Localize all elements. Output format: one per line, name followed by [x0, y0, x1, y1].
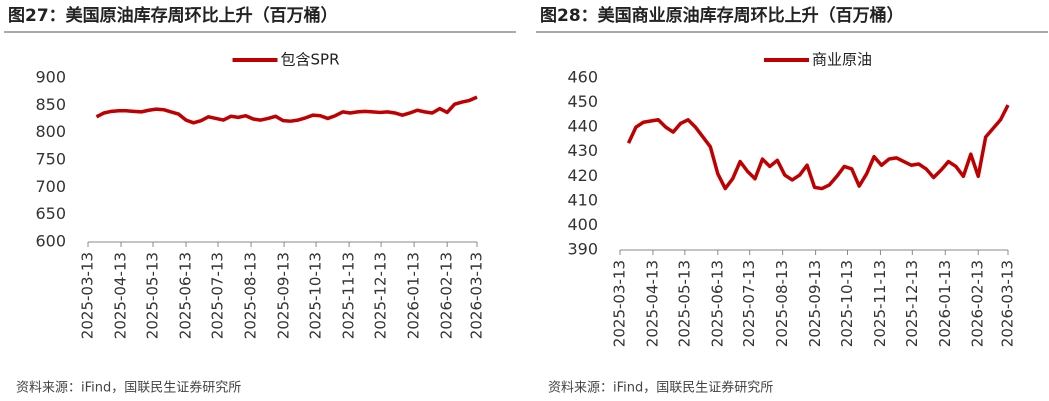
- x-tick-label: 2025-07-13: [740, 260, 758, 347]
- x-tick-label: 2026-03-13: [999, 260, 1017, 347]
- x-tick-label: 2025-04-13: [112, 252, 130, 339]
- x-tick-label: 2025-06-13: [708, 260, 726, 347]
- x-tick-label: 2025-07-13: [209, 252, 227, 339]
- x-tick-label: 2026-02-13: [969, 260, 987, 347]
- x-tick-label: 2025-06-13: [177, 252, 195, 339]
- x-tick-label: 2025-05-13: [675, 260, 693, 347]
- y-tick-label: 800: [35, 122, 66, 141]
- y-tick-label: 850: [35, 95, 66, 114]
- x-tick-label: 2025-03-13: [611, 260, 629, 347]
- x-tick-label: 2025-09-13: [806, 260, 824, 347]
- x-tick-label: 2025-05-13: [144, 252, 162, 339]
- y-tick-label: 700: [35, 177, 66, 196]
- y-tick-label: 650: [35, 204, 66, 223]
- source-note: 资料来源：iFind，国联民生证券研究所: [16, 380, 241, 396]
- x-tick-label: 2026-01-13: [405, 252, 423, 339]
- chart-title: 图28：美国商业原油库存周环比上升（百万桶）: [540, 5, 904, 26]
- x-tick-label: 2026-01-13: [936, 260, 954, 347]
- legend-label: 包含SPR: [281, 51, 340, 69]
- x-tick-label: 2025-03-13: [79, 252, 97, 339]
- x-tick-label: 2025-09-13: [275, 252, 293, 339]
- x-tick-label: 2025-11-13: [871, 260, 889, 347]
- y-tick-label: 460: [567, 68, 598, 87]
- x-tick-label: 2025-12-13: [372, 252, 390, 339]
- source-note: 资料来源：iFind，国联民生证券研究所: [548, 380, 773, 396]
- y-tick-label: 400: [567, 215, 598, 234]
- y-tick-label: 600: [35, 232, 66, 251]
- x-tick-label: 2025-08-13: [242, 252, 260, 339]
- x-tick-label: 2025-11-13: [340, 252, 358, 339]
- y-tick-label: 900: [35, 68, 66, 87]
- chart-title: 图27：美国原油库存周环比上升（百万桶）: [8, 5, 338, 26]
- y-tick-label: 430: [567, 141, 598, 160]
- y-tick-label: 750: [35, 150, 66, 169]
- x-tick-label: 2025-10-13: [838, 260, 856, 347]
- y-tick-label: 410: [567, 190, 598, 209]
- x-tick-label: 2025-12-13: [903, 260, 921, 347]
- legend-label: 商业原油: [812, 51, 872, 69]
- data-line: [626, 104, 1010, 191]
- y-tick-label: 420: [567, 166, 598, 185]
- y-tick-label: 440: [567, 117, 598, 136]
- y-tick-label: 390: [567, 240, 598, 259]
- x-tick-label: 2025-08-13: [773, 260, 791, 347]
- x-tick-label: 2026-02-13: [438, 252, 456, 339]
- x-tick-label: 2025-04-13: [643, 260, 661, 347]
- data-line: [95, 95, 478, 125]
- x-tick-label: 2025-10-13: [307, 252, 325, 339]
- y-tick-label: 450: [567, 92, 598, 111]
- x-tick-label: 2026-03-13: [468, 252, 486, 339]
